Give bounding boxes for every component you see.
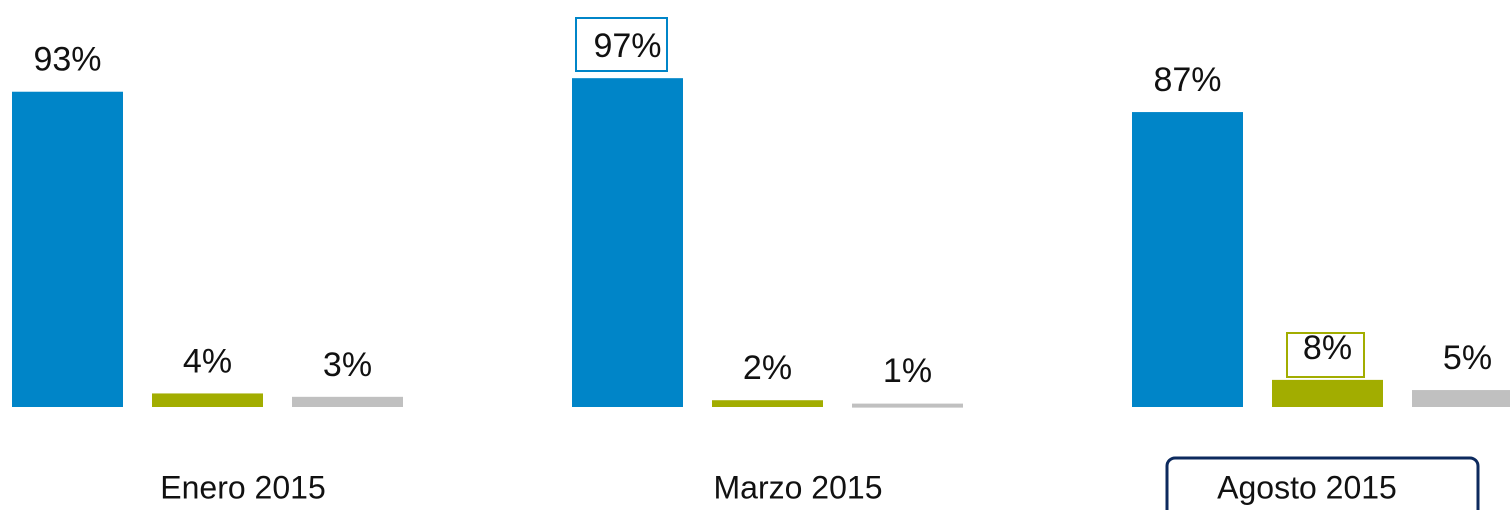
category-label: Agosto 2015 xyxy=(1217,469,1397,505)
bar xyxy=(1132,112,1243,407)
value-label: 8% xyxy=(1303,329,1352,367)
highlight-box xyxy=(575,17,668,72)
value-label: 93% xyxy=(33,41,101,79)
category-label: Marzo 2015 xyxy=(714,469,883,505)
highlight-box xyxy=(1165,456,1480,510)
category-label: Enero 2015 xyxy=(160,469,325,505)
value-label: 1% xyxy=(883,352,932,390)
value-label: 5% xyxy=(1443,339,1492,377)
value-label: 3% xyxy=(323,346,372,384)
bar xyxy=(1272,379,1383,407)
bar xyxy=(572,78,683,408)
bar xyxy=(852,403,963,408)
value-label: 2% xyxy=(743,349,792,387)
value-label: 4% xyxy=(183,342,232,380)
highlight-box xyxy=(1286,332,1365,378)
bar xyxy=(12,91,123,407)
value-label: 87% xyxy=(1153,61,1221,99)
value-label: 97% xyxy=(593,27,661,65)
bar xyxy=(292,396,403,407)
bar xyxy=(1412,390,1510,407)
bar xyxy=(712,400,823,407)
bar xyxy=(152,393,263,407)
